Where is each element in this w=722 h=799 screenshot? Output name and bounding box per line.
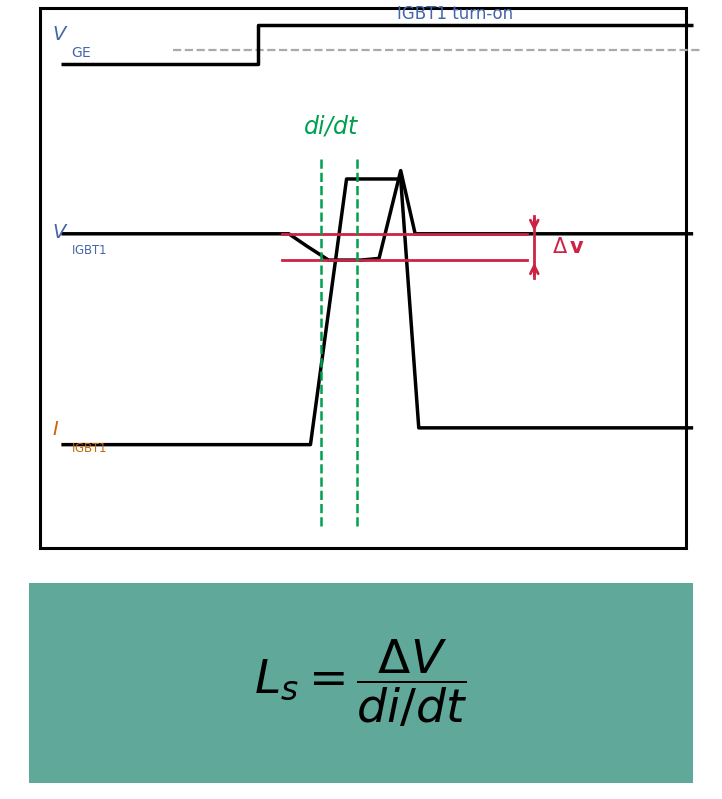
FancyBboxPatch shape bbox=[40, 8, 686, 548]
Text: $\it{I}$: $\it{I}$ bbox=[52, 420, 59, 439]
Text: $\Delta\,\mathbf{v}$: $\Delta\,\mathbf{v}$ bbox=[552, 237, 586, 257]
Text: $\it{V}$: $\it{V}$ bbox=[52, 26, 69, 44]
Text: $\mathregular{IGBT1}$: $\mathregular{IGBT1}$ bbox=[71, 244, 107, 257]
Text: IGBT1 turn-on: IGBT1 turn-on bbox=[397, 5, 513, 23]
Text: $\mathregular{GE}$: $\mathregular{GE}$ bbox=[71, 46, 92, 60]
Text: $\mathregular{di/dt}$: $\mathregular{di/dt}$ bbox=[303, 113, 360, 138]
Text: $\it{V}$: $\it{V}$ bbox=[52, 223, 69, 241]
Text: $L_s = \dfrac{\Delta V}{di/dt}$: $L_s = \dfrac{\Delta V}{di/dt}$ bbox=[254, 638, 468, 729]
Text: $\mathregular{IGBT1}$: $\mathregular{IGBT1}$ bbox=[71, 442, 107, 455]
